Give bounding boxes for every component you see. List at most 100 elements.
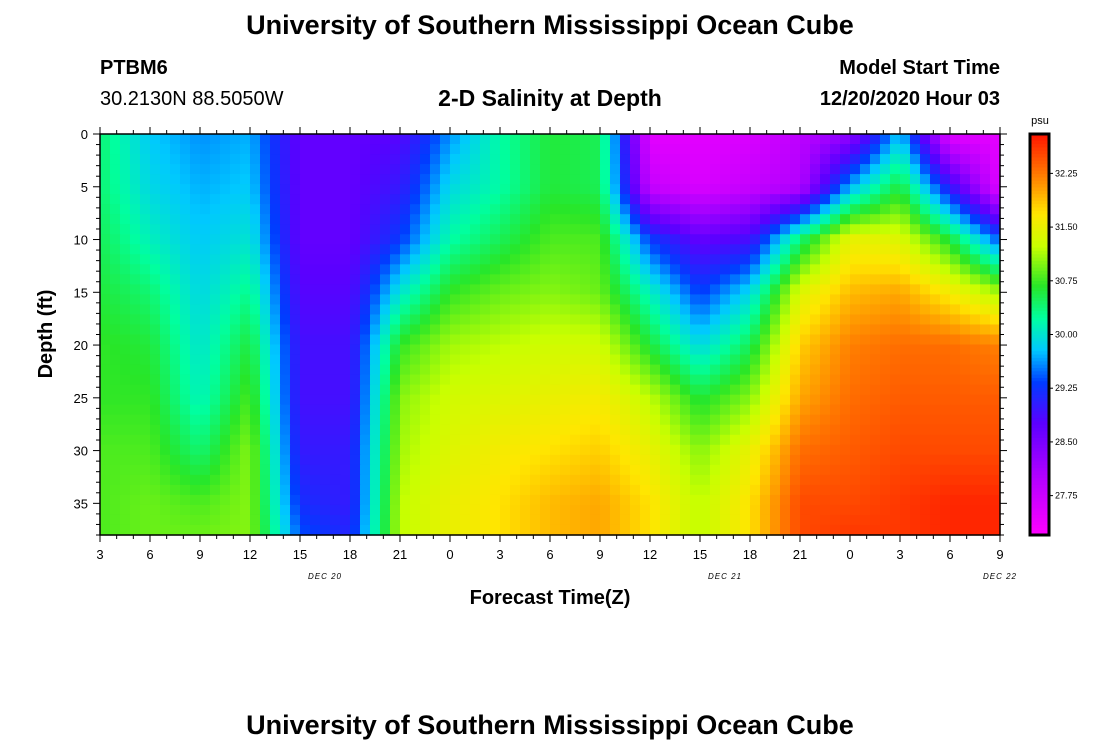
heatmap-cell — [780, 374, 791, 386]
x-tick-label: 21 — [793, 547, 807, 562]
heatmap-cell — [490, 334, 501, 346]
heatmap-cell — [460, 524, 471, 536]
heatmap-cell — [110, 484, 121, 496]
heatmap-cell — [900, 484, 911, 496]
heatmap-cell — [750, 174, 761, 185]
heatmap-cell — [160, 494, 171, 506]
heatmap-cell — [650, 474, 661, 486]
heatmap-cell — [250, 424, 261, 436]
heatmap-cell — [170, 514, 181, 526]
heatmap-cell — [230, 434, 241, 446]
heatmap-cell — [580, 454, 591, 466]
heatmap-cell — [630, 324, 641, 336]
heatmap-cell — [140, 334, 151, 346]
heatmap-cell — [700, 204, 711, 215]
heatmap-cell — [480, 434, 491, 446]
heatmap-cell — [490, 454, 501, 466]
heatmap-cell — [370, 144, 381, 155]
heatmap-cell — [570, 184, 581, 195]
heatmap-cell — [550, 504, 561, 516]
heatmap-cell — [970, 154, 981, 165]
heatmap-cell — [800, 384, 811, 396]
heatmap-cell — [810, 294, 821, 306]
heatmap-cell — [190, 484, 201, 496]
heatmap-cell — [400, 304, 411, 316]
heatmap-cell — [230, 474, 241, 486]
heatmap-cell — [490, 284, 501, 296]
heatmap-cell — [320, 324, 331, 336]
heatmap-cell — [480, 384, 491, 396]
heatmap-cell — [310, 494, 321, 506]
heatmap-cell — [310, 364, 321, 376]
heatmap-cell — [440, 514, 451, 526]
heatmap-cell — [610, 384, 621, 396]
heatmap-cell — [230, 214, 241, 225]
heatmap-cell — [780, 364, 791, 376]
heatmap-cell — [120, 314, 131, 326]
heatmap-cell — [940, 264, 951, 275]
heatmap-cell — [480, 244, 491, 255]
heatmap-cell — [340, 504, 351, 516]
heatmap-cell — [390, 394, 401, 406]
heatmap-cell — [650, 154, 661, 165]
colorbar-tick-label: 28.50 — [1055, 437, 1078, 447]
heatmap-cell — [430, 284, 441, 296]
heatmap-cell — [980, 494, 991, 506]
heatmap-cell — [420, 294, 431, 306]
heatmap-cell — [680, 334, 691, 346]
heatmap-cell — [790, 134, 801, 145]
heatmap-cell — [670, 224, 681, 235]
heatmap-cell — [930, 204, 941, 215]
heatmap-cell — [880, 354, 891, 366]
heatmap-cell — [170, 294, 181, 306]
heatmap-cell — [810, 284, 821, 296]
heatmap-cell — [920, 174, 931, 185]
heatmap-cell — [230, 484, 241, 496]
heatmap-cell — [130, 204, 141, 215]
heatmap-cell — [900, 454, 911, 466]
heatmap-cell — [290, 164, 301, 175]
heatmap-cell — [100, 464, 111, 476]
heatmap-cell — [860, 364, 871, 376]
heatmap-cell — [280, 184, 291, 195]
heatmap-cell — [260, 374, 271, 386]
heatmap-cell — [730, 324, 741, 336]
heatmap-cell — [870, 454, 881, 466]
heatmap-cell — [430, 254, 441, 265]
heatmap-cell — [170, 344, 181, 356]
heatmap-cell — [110, 174, 121, 185]
heatmap-cell — [410, 344, 421, 356]
heatmap-cell — [310, 284, 321, 296]
heatmap-cell — [650, 284, 661, 296]
heatmap-cell — [540, 154, 551, 165]
heatmap-cell — [280, 194, 291, 205]
heatmap-cell — [130, 154, 141, 165]
heatmap-cell — [260, 174, 271, 185]
heatmap-cell — [100, 174, 111, 185]
heatmap-cell — [480, 334, 491, 346]
heatmap-cell — [610, 224, 621, 235]
heatmap-cell — [440, 224, 451, 235]
heatmap-cell — [830, 444, 841, 456]
heatmap-cell — [690, 424, 701, 436]
heatmap-cell — [630, 334, 641, 346]
heatmap-cell — [540, 314, 551, 326]
heatmap-cell — [250, 514, 261, 526]
colorbar-tick-label: 29.25 — [1055, 383, 1078, 393]
heatmap-cell — [890, 214, 901, 225]
heatmap-cell — [720, 374, 731, 386]
heatmap-cell — [790, 144, 801, 155]
heatmap-cell — [570, 154, 581, 165]
heatmap-cell — [830, 374, 841, 386]
heatmap-cell — [180, 464, 191, 476]
heatmap-cell — [500, 224, 511, 235]
heatmap-cell — [580, 484, 591, 496]
heatmap-cell — [680, 394, 691, 406]
heatmap-cell — [630, 264, 641, 275]
heatmap-cell — [180, 414, 191, 426]
heatmap-cell — [930, 184, 941, 195]
heatmap-cell — [170, 324, 181, 336]
heatmap-cell — [920, 424, 931, 436]
heatmap-cell — [280, 504, 291, 516]
heatmap-cell — [810, 384, 821, 396]
